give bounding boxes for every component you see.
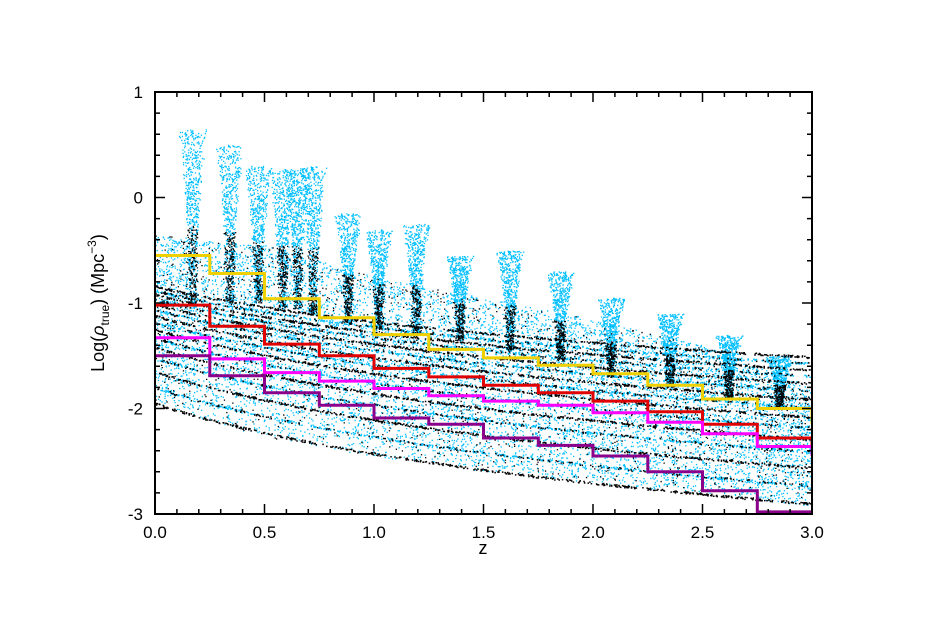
y-tick-label: 1 (134, 83, 143, 102)
y-axis-label-symbol: ρ (88, 326, 108, 337)
x-tick-label: 0.0 (143, 523, 167, 542)
x-tick-label: 2.5 (691, 523, 715, 542)
y-tick-label: 0 (134, 189, 143, 208)
x-tick-label: 2.0 (581, 523, 605, 542)
x-tick-label: 3.0 (800, 523, 824, 542)
step-line-4 (155, 354, 812, 514)
axis-ticks (154, 91, 813, 515)
tick-marks (154, 91, 813, 515)
y-tick-label: -1 (128, 294, 143, 313)
y-axis-label-middle: ) (Mpc (88, 254, 108, 305)
y-axis-label-prefix: Log( (88, 336, 108, 372)
y-tick-labels: -3 -2 -1 0 1 (128, 83, 143, 524)
step-lines (155, 254, 812, 514)
x-tick-label: 1.0 (362, 523, 386, 542)
x-tick-label: 1.5 (472, 523, 496, 542)
step-line-3 (155, 336, 812, 456)
y-axis-label: Log(ρtrue) (Mpc−3) (85, 234, 112, 372)
y-tick-label: -3 (128, 505, 143, 524)
x-axis-label: z (479, 538, 488, 558)
y-axis-label-subscript: true (98, 305, 112, 326)
y-axis-label-suffix: ) (88, 234, 108, 240)
x-tick-label: 0.5 (253, 523, 277, 542)
y-tick-label: -2 (128, 400, 143, 419)
step-line-1 (155, 254, 812, 425)
x-tick-labels: 0.0 0.5 1.0 1.5 2.0 2.5 3.0 (143, 523, 824, 542)
plot-background (155, 92, 812, 514)
y-axis-label-superscript: −3 (85, 240, 99, 254)
